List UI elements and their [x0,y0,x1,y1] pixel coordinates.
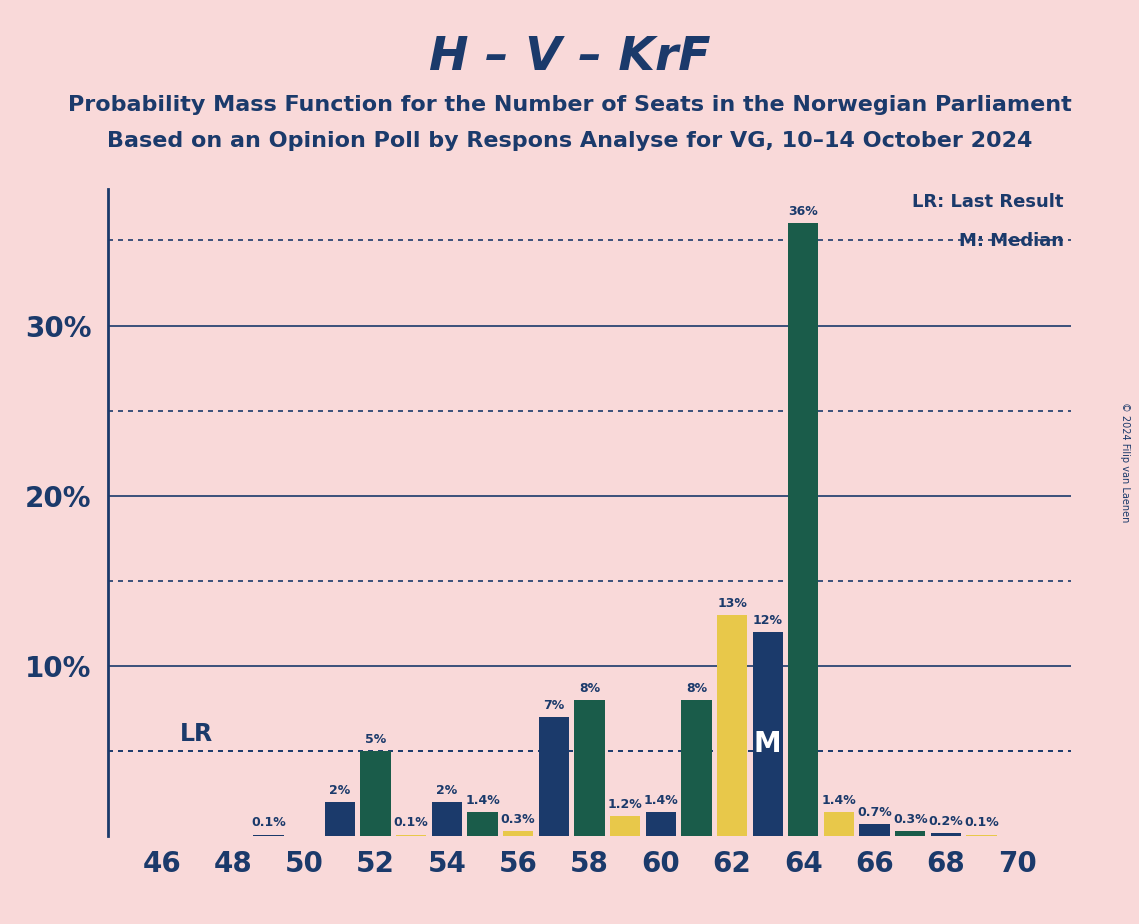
Bar [396,834,426,836]
Bar [788,224,819,836]
Text: 13%: 13% [718,597,747,610]
Bar [753,632,782,836]
Text: 2%: 2% [329,784,351,797]
Text: 12%: 12% [753,614,782,626]
Text: 7%: 7% [543,699,565,712]
Text: Probability Mass Function for the Number of Seats in the Norwegian Parliament: Probability Mass Function for the Number… [67,95,1072,116]
Text: 1.4%: 1.4% [465,795,500,808]
Text: LR: LR [180,722,213,746]
Bar [895,831,925,836]
Text: 8%: 8% [686,682,707,695]
Bar [325,802,355,836]
Text: 1.4%: 1.4% [821,795,857,808]
Text: 0.3%: 0.3% [893,813,927,826]
Bar [681,700,712,836]
Bar [432,802,462,836]
Text: 0.1%: 0.1% [252,817,286,830]
Bar [503,831,533,836]
Text: 2%: 2% [436,784,458,797]
Text: M: M [754,730,781,759]
Text: 36%: 36% [788,205,818,218]
Text: 1.2%: 1.2% [608,797,642,810]
Text: 0.7%: 0.7% [858,807,892,820]
Text: 0.1%: 0.1% [965,817,999,830]
Bar [966,834,997,836]
Bar [716,615,747,836]
Text: 0.3%: 0.3% [501,813,535,826]
Text: © 2024 Filip van Laenen: © 2024 Filip van Laenen [1121,402,1130,522]
Text: 0.2%: 0.2% [928,815,964,828]
Text: 0.1%: 0.1% [394,817,428,830]
Bar [823,812,854,836]
Text: M: Median: M: Median [959,232,1064,250]
Bar [360,751,391,836]
Bar [467,812,498,836]
Bar [860,824,890,836]
Text: 1.4%: 1.4% [644,795,678,808]
Text: LR: Last Result: LR: Last Result [912,193,1064,211]
Text: 8%: 8% [579,682,600,695]
Text: Based on an Opinion Poll by Respons Analyse for VG, 10–14 October 2024: Based on an Opinion Poll by Respons Anal… [107,131,1032,152]
Bar [646,812,675,836]
Text: H – V – KrF: H – V – KrF [428,35,711,80]
Bar [931,833,961,836]
Bar [609,816,640,836]
Bar [574,700,605,836]
Bar [539,717,570,836]
Text: 5%: 5% [364,733,386,746]
Bar [254,834,284,836]
